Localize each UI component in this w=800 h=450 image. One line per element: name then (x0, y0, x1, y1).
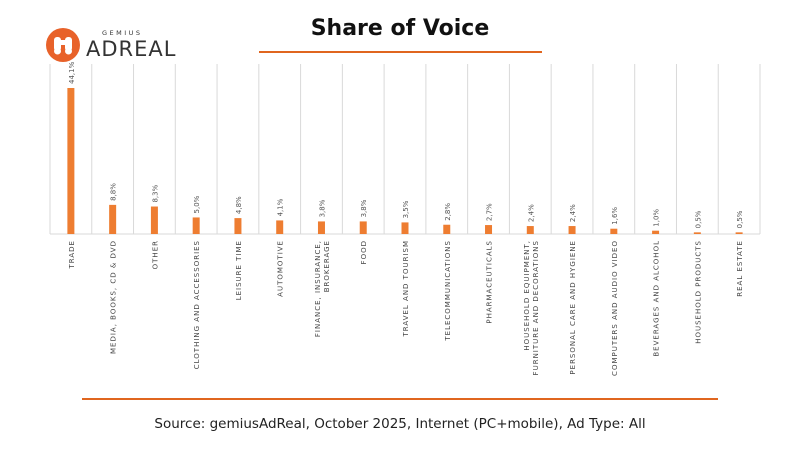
category-label-15: BEVERAGES AND ALCOHOL (653, 240, 661, 357)
data-label-12: 2,4% (527, 204, 535, 222)
category-label-3: OTHER (151, 240, 159, 269)
data-label-2: 8,8% (110, 183, 118, 201)
bar-13 (568, 226, 576, 234)
bar-2 (109, 204, 117, 234)
data-label-10: 2,8% (444, 203, 452, 221)
category-label-7: FINANCE, INSURANCE,BROKERAGE (314, 240, 331, 337)
data-label-3: 8,3% (151, 184, 159, 202)
logo-brand-text: ADREAL (86, 36, 177, 61)
bar-6 (276, 220, 284, 234)
category-label-5: LEISURE TIME (235, 240, 243, 300)
data-label-17: 0,5% (736, 210, 744, 228)
category-label-16: HOUSEHOLD PRODUCTS (694, 240, 702, 344)
category-label-17: REAL ESTATE (736, 240, 744, 297)
category-label-1: TRADE (68, 240, 76, 269)
page-title: Share of Voice (310, 16, 490, 41)
bar-1 (67, 88, 75, 234)
bar-9 (401, 222, 409, 234)
category-label-9: TRAVEL AND TOURISM (402, 240, 410, 338)
data-label-11: 2,7% (486, 203, 494, 221)
data-label-13: 2,4% (569, 204, 577, 222)
category-label-8: FOOD (360, 240, 368, 264)
bar-11 (485, 225, 493, 234)
data-label-7: 3,8% (318, 199, 326, 217)
gemius-adreal-logo: GEMIUS ADREAL (46, 28, 176, 62)
bar-7 (317, 221, 325, 234)
bar-3 (150, 206, 158, 234)
category-label-12: HOUSEHOLD EQUIPMENT,FURNITURE AND DECORA… (523, 240, 540, 375)
logo-small-text: GEMIUS (102, 29, 143, 38)
category-label-6: AUTOMOTIVE (277, 240, 285, 297)
category-label-13: PERSONAL CARE AND HYGIENE (569, 240, 577, 375)
source-note: Source: gemiusAdReal, October 2025, Inte… (154, 416, 646, 432)
bar-16 (693, 232, 701, 234)
bar-10 (443, 224, 451, 234)
category-label-11: PHARMACEUTICALS (486, 240, 494, 324)
binoculars-icon (46, 28, 80, 62)
data-label-9: 3,5% (402, 200, 410, 218)
bar-4 (192, 217, 200, 234)
data-label-16: 0,5% (694, 210, 702, 228)
bottom-divider (82, 398, 718, 400)
bar-15 (652, 230, 660, 234)
data-label-14: 1,6% (611, 207, 619, 225)
bar-12 (526, 226, 534, 234)
data-label-15: 1,0% (653, 209, 661, 227)
category-label-14: COMPUTERS AND AUDIO VIDEO (611, 240, 619, 376)
category-label-2: MEDIA, BOOKS, CD & DVD (110, 240, 118, 354)
title-underline (259, 51, 542, 53)
bar-5 (234, 218, 242, 234)
data-label-8: 3,8% (360, 199, 368, 217)
bar-8 (359, 221, 367, 234)
data-label-6: 4,1% (277, 198, 285, 216)
bar-17 (735, 232, 743, 234)
category-label-4: CLOTHING AND ACCESSORIES (193, 240, 201, 369)
data-label-1: 44,1% (68, 61, 76, 84)
category-label-10: TELECOMMUNICATIONS (444, 240, 452, 342)
data-label-4: 5,0% (193, 195, 201, 213)
bar-14 (610, 228, 618, 234)
data-label-5: 4,8% (235, 196, 243, 214)
